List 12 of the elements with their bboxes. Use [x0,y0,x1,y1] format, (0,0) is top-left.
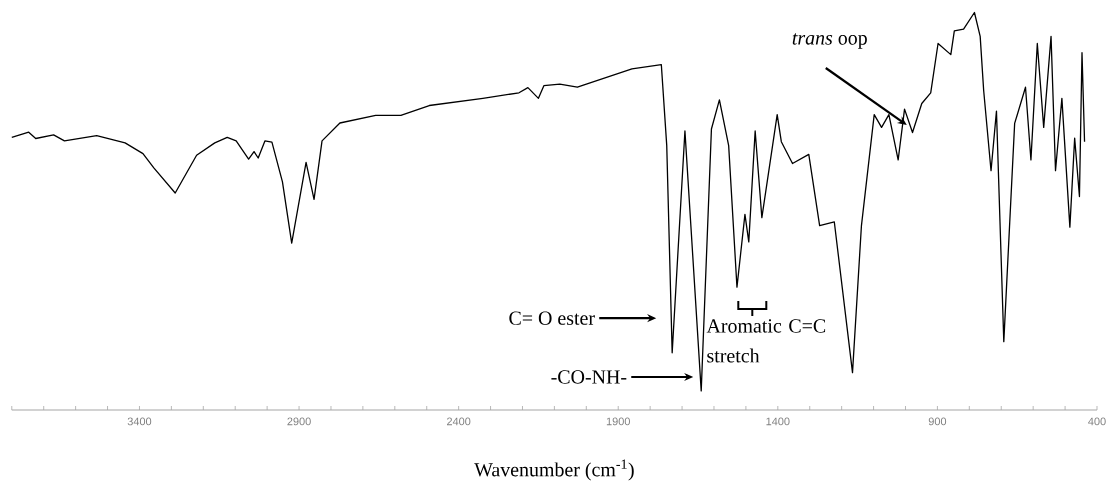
x-tick-label: 1900 [606,417,630,426]
x-tick-label: 3400 [127,417,152,426]
annotation: C= O ester [509,311,595,325]
annotation: Aromatic C=C stretch [706,319,826,363]
annotation: trans oop [792,33,867,49]
x-tick-label: 2900 [287,417,311,426]
x-tick-label: 2400 [447,417,471,426]
annotation: -CO-NH- [551,370,627,384]
x-tick-label: 900 [928,417,947,426]
x-tick-label: 400 [1088,417,1106,426]
x-tick-label: 1400 [766,417,790,426]
x-axis-title: Wavenumber (cm$^{-1}$) [474,459,634,481]
